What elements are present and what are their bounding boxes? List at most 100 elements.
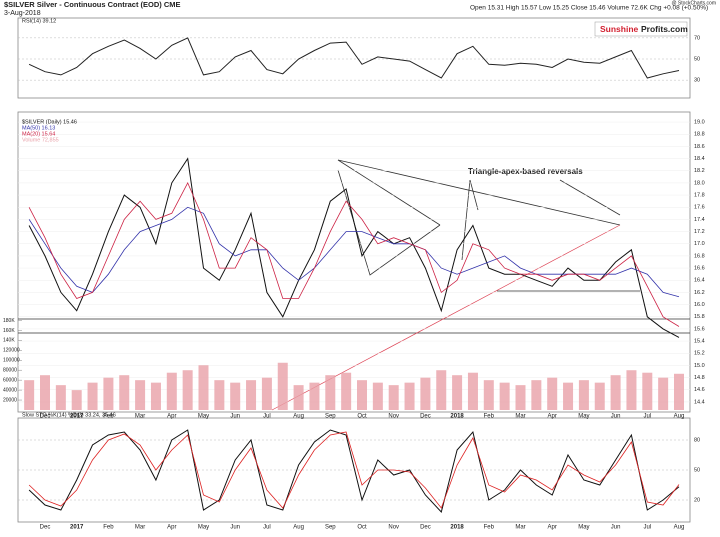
line [28,157,680,338]
y-tick-label: 17.8 [694,193,705,199]
x-tick-label: Feb [103,414,114,420]
x-tick-label: Jul [263,414,271,420]
x-tick-label: Mar [135,525,145,531]
bar [119,375,130,410]
bar [71,390,82,410]
x-tick-label: Dec [420,414,431,420]
x-tick-label: Apr [167,525,176,531]
x-tick-label: Jun [230,414,240,420]
x-tick-label: 2018 [450,525,464,531]
bar [594,382,605,410]
arrow [559,179,621,216]
bar [626,370,637,410]
bar [341,372,352,410]
legend-entry: $SILVER (Daily) 15.46 [22,119,77,125]
bar [135,380,146,410]
x-tick-label: Feb [103,525,114,531]
panel-title: Slow STO %K(14) %D(3) 33.24, 35.46 [22,412,116,418]
bar [325,375,336,410]
x-tick-label: Dec [40,414,51,420]
y-tick-label: 100000 [3,358,20,364]
y-tick-label: 16.2 [694,290,705,296]
legend-entry: MA(20) 15.64 [22,131,55,137]
x-tick-label: Mar [135,414,145,420]
y-tick-label: 80 [694,437,700,443]
x-tick-label: Jul [643,414,651,420]
y-tick-label: 15.6 [694,326,705,332]
y-tick-label: 16.4 [694,278,705,284]
x-tick-label: Aug [293,525,304,531]
bar [261,377,272,410]
bar [103,377,114,410]
line [28,181,680,327]
y-tick-label: 18.0 [694,180,705,186]
bar [230,382,241,410]
bar [150,382,161,410]
x-tick-label: May [578,414,589,420]
x-tick-label: Jun [611,525,621,531]
bar [246,380,257,410]
x-tick-label: Mar [515,525,525,531]
x-tick-label: May [578,525,589,531]
y-tick-label: 17.2 [694,229,705,235]
source: @ StockCharts.com [671,0,716,6]
panel-title: RSI(14) 39.12 [22,18,56,24]
x-tick-label: Aug [674,414,685,420]
bar [372,382,383,410]
bar [404,382,415,410]
y-tick-label: 17.6 [694,205,705,211]
y-tick-label: 14.8 [694,375,705,381]
y-tick-label: 15.0 [694,363,705,369]
x-tick-label: Aug [674,525,685,531]
arrow [461,179,471,261]
logo: Profits.com [641,24,688,34]
bar [55,385,66,410]
y-tick-label: 30 [694,78,700,84]
x-tick-label: May [198,414,209,420]
bar [166,372,177,410]
bar [658,377,669,410]
x-tick-label: Jun [611,414,621,420]
x-tick-label: Apr [548,414,557,420]
bar [277,362,288,410]
bar [357,380,367,410]
x-tick-label: Mar [515,414,525,420]
bar [642,372,653,410]
y-tick-label: 17.0 [694,241,705,247]
bar [563,382,574,410]
x-tick-label: 2018 [450,414,464,420]
x-tick-label: Sep [325,414,336,420]
y-tick-label: 50 [694,467,700,473]
y-tick-label: 18.4 [694,156,705,162]
date: 3-Aug-2018 [4,10,41,17]
y-tick-label: 19.0 [694,120,705,126]
bar [388,385,399,410]
logo-box [594,21,688,37]
bar [674,373,684,410]
bar [467,372,478,410]
y-tick-label: 17.4 [694,217,705,223]
bar [578,380,589,410]
x-tick-label: Aug [293,414,304,420]
x-tick-label: May [198,525,209,531]
bar [198,365,209,410]
line [28,37,680,79]
y-tick-label: 40000 [3,387,17,393]
line [28,431,680,509]
x-tick-label: 2017 [70,414,84,420]
bar [515,385,526,410]
y-tick-label: 16.0 [694,302,705,308]
x-tick-label: Dec [40,525,51,531]
y-tick-label: 16.8 [694,253,705,259]
logo: Sunshine [600,24,639,34]
trendlines [18,159,690,334]
price-frame [17,111,691,413]
rsi-frame [17,17,691,99]
bar [452,375,463,410]
y-tick-label: 18.8 [694,132,705,138]
x-tick-label: Dec [420,525,431,531]
x-tick-label: 2017 [70,525,84,531]
x-tick-label: Oct [357,414,367,420]
bar [293,385,304,410]
